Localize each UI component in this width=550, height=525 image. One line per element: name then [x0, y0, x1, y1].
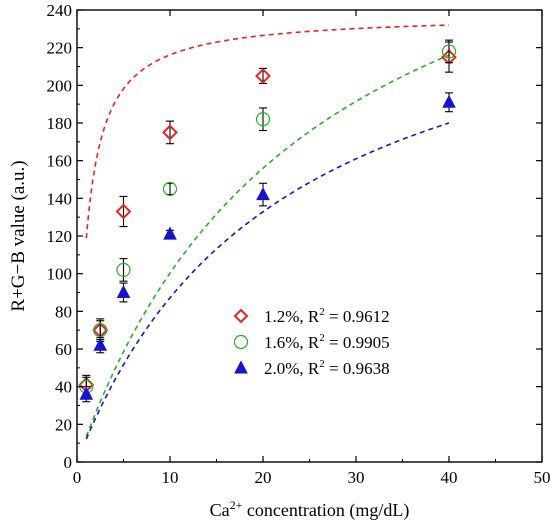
data-point [116, 262, 131, 277]
x-tick-label: 10 [162, 468, 179, 487]
data-point [255, 68, 271, 84]
data-point [115, 203, 132, 220]
y-tick-label: 20 [55, 415, 72, 434]
y-tick-label: 200 [47, 76, 73, 95]
y-tick-label: 160 [47, 152, 73, 171]
legend-marker [233, 334, 249, 350]
data-point [163, 226, 177, 240]
x-tick-label: 50 [534, 468, 550, 487]
x-axis-label: Ca2+ concentration (mg/dL) [210, 498, 410, 521]
fit-curve [85, 122, 450, 440]
legend-label: 1.6%, R2 = 0.9905 [264, 332, 390, 352]
legend-marker [233, 308, 249, 324]
data-point [441, 44, 457, 59]
y-tick-label: 80 [55, 302, 72, 321]
legend-label: 1.2%, R2 = 0.9612 [264, 306, 390, 326]
legend: 1.2%, R2 = 0.9612 1.6%, R2 = 0.9905 2.0%, … [233, 306, 390, 378]
x-tick-label: 20 [255, 468, 272, 487]
y-tick-label: 180 [47, 114, 73, 133]
legend-label: 2.0%, R2 = 0.9638 [264, 358, 390, 378]
data-point [162, 124, 178, 141]
y-tick-label: 240 [47, 1, 73, 20]
y-tick-label: 140 [47, 189, 73, 208]
data-point [93, 337, 108, 351]
fit-curve [85, 24, 450, 239]
x-tick-label: 40 [441, 468, 458, 487]
y-tick-label: 40 [55, 378, 72, 397]
data-points [78, 39, 457, 403]
y-tick-label: 100 [47, 265, 73, 284]
y-tick-label: 220 [47, 39, 73, 58]
data-point [116, 284, 131, 298]
data-point [79, 386, 94, 400]
data-point [442, 94, 456, 108]
y-tick-label: 0 [64, 453, 73, 472]
data-point [93, 323, 108, 338]
data-point [441, 49, 457, 65]
data-point [256, 186, 270, 201]
y-axis-label: R+G−B value (a.u.) [8, 160, 29, 311]
legend-marker [234, 360, 248, 374]
data-point [255, 112, 271, 127]
data-point [162, 181, 178, 197]
y-tick-label: 120 [47, 227, 73, 246]
axis-ticks: 0 10 20 30 40 50 0 20 40 60 80 100 120 140 160 180 200 22… [47, 1, 550, 487]
y-tick-label: 60 [55, 340, 72, 359]
fit-curves [85, 24, 450, 440]
x-tick-label: 30 [348, 468, 365, 487]
x-tick-label: 0 [73, 468, 82, 487]
